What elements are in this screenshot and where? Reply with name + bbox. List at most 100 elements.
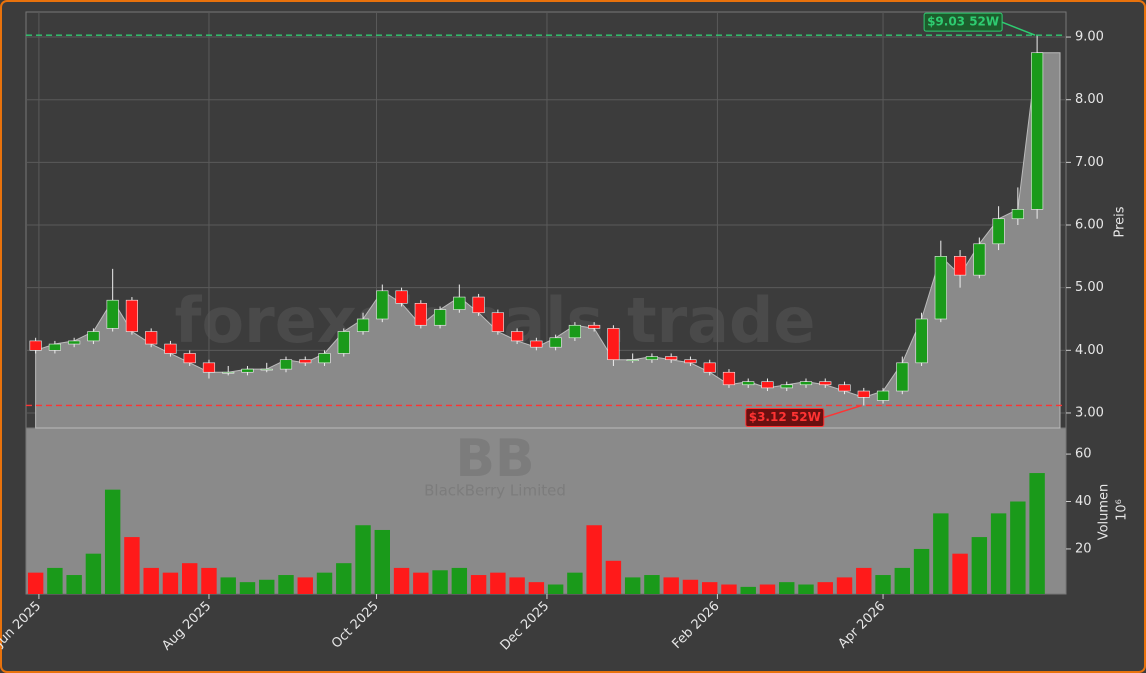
candle-body bbox=[722, 371, 736, 386]
volume-bar bbox=[316, 572, 333, 594]
volume-bar bbox=[817, 582, 833, 594]
volume-bar bbox=[104, 489, 121, 594]
candle-body bbox=[356, 318, 370, 332]
y-tick-label: 7.00 bbox=[1075, 155, 1104, 170]
volume-bar bbox=[624, 577, 641, 594]
volume-bar bbox=[856, 567, 872, 594]
candle-body bbox=[992, 218, 1005, 245]
y-axis-label: Preis bbox=[1113, 206, 1128, 237]
candle-body bbox=[414, 303, 427, 326]
candle-body bbox=[915, 318, 928, 364]
candle-body bbox=[1011, 209, 1024, 220]
volume-bar bbox=[836, 577, 853, 594]
candle-body bbox=[318, 353, 331, 364]
candle-body bbox=[530, 340, 543, 348]
y2-axis-label: Volumen bbox=[1097, 484, 1112, 541]
candle-body bbox=[453, 296, 466, 310]
volume-bar bbox=[278, 575, 294, 594]
volume-bar bbox=[528, 582, 545, 594]
volume-bar bbox=[663, 577, 679, 594]
candle-body bbox=[87, 331, 100, 342]
candle-body bbox=[48, 343, 61, 351]
y-tick-label: 6.00 bbox=[1075, 218, 1104, 233]
volume-bar bbox=[971, 537, 988, 594]
candle-body bbox=[433, 309, 447, 326]
volume-bar bbox=[586, 525, 602, 594]
candle-body bbox=[645, 356, 659, 361]
candle-body bbox=[838, 384, 851, 392]
annotation-arrow bbox=[1001, 21, 1036, 36]
volume-bar bbox=[259, 579, 275, 594]
candle-body bbox=[857, 390, 870, 398]
y2-tick-label: 40 bbox=[1075, 494, 1092, 509]
volume-bar bbox=[220, 577, 236, 594]
candle-body bbox=[202, 362, 216, 373]
candle-body bbox=[260, 368, 273, 371]
candle-body bbox=[299, 359, 312, 364]
candle-body bbox=[222, 371, 235, 374]
volume-bar bbox=[239, 582, 256, 594]
annotation-label: $9.03 52W bbox=[927, 15, 999, 29]
volume-bar bbox=[1010, 501, 1026, 594]
candle-body bbox=[953, 256, 967, 276]
watermark-symbol: BB bbox=[455, 429, 534, 489]
candle-body bbox=[896, 362, 909, 392]
volume-bar bbox=[894, 567, 910, 594]
y-tick-label: 9.00 bbox=[1075, 30, 1104, 45]
annotation-label: $3.12 52W bbox=[749, 410, 821, 424]
candle-body bbox=[568, 324, 581, 339]
candle-body bbox=[125, 299, 139, 332]
annotation-arrow bbox=[823, 404, 863, 419]
y-tick-label: 4.00 bbox=[1075, 343, 1104, 358]
volume-bar bbox=[567, 572, 583, 594]
candle-body bbox=[819, 381, 832, 386]
volume-bar bbox=[470, 575, 487, 594]
annotation-box bbox=[745, 407, 825, 427]
candle-body bbox=[241, 368, 254, 373]
volume-bar bbox=[990, 513, 1007, 594]
volume-bar bbox=[182, 563, 198, 594]
candle-body bbox=[703, 362, 716, 373]
volume-bar bbox=[721, 584, 737, 594]
volume-bar bbox=[933, 513, 949, 594]
volume-bar bbox=[875, 575, 891, 594]
candle-body bbox=[973, 243, 986, 276]
volume-bar bbox=[644, 575, 660, 594]
watermark-company: BlackBerry Limited bbox=[424, 482, 566, 500]
candle-body bbox=[491, 312, 504, 332]
volume-bar bbox=[336, 563, 352, 594]
candle-body bbox=[876, 390, 890, 401]
candle-body bbox=[337, 331, 350, 354]
candle-body bbox=[665, 356, 678, 361]
candle-body bbox=[279, 359, 293, 370]
volume-bar bbox=[374, 529, 390, 594]
candle-body bbox=[626, 359, 639, 362]
volume-bar bbox=[162, 572, 179, 594]
candle-body bbox=[395, 290, 408, 304]
candle-body bbox=[472, 296, 485, 314]
volume-bar bbox=[47, 567, 63, 594]
candle-body bbox=[684, 359, 697, 364]
y2-tick-label: 20 bbox=[1075, 541, 1092, 556]
candle-body bbox=[1031, 52, 1044, 210]
candle-body bbox=[607, 328, 620, 361]
volume-bar bbox=[952, 553, 968, 594]
volume-bar bbox=[432, 570, 448, 594]
volume-bar bbox=[27, 572, 44, 594]
volume-bar bbox=[451, 567, 468, 594]
candle-body bbox=[934, 256, 947, 320]
volume-bar bbox=[355, 525, 371, 594]
volume-bar bbox=[913, 548, 930, 594]
volume-bar bbox=[393, 567, 410, 594]
plot-area: forexsignals.tradeBBBlackBerry LimitedJu… bbox=[0, 11, 1104, 654]
volume-bar bbox=[509, 577, 525, 594]
candle-body bbox=[799, 381, 813, 386]
candle-body bbox=[183, 353, 196, 364]
candle-body bbox=[511, 331, 524, 342]
candle-body bbox=[742, 381, 755, 386]
volume-bar bbox=[798, 584, 814, 594]
volume-bar bbox=[547, 584, 564, 594]
volume-bar bbox=[1029, 473, 1045, 594]
volume-bar bbox=[413, 572, 429, 594]
